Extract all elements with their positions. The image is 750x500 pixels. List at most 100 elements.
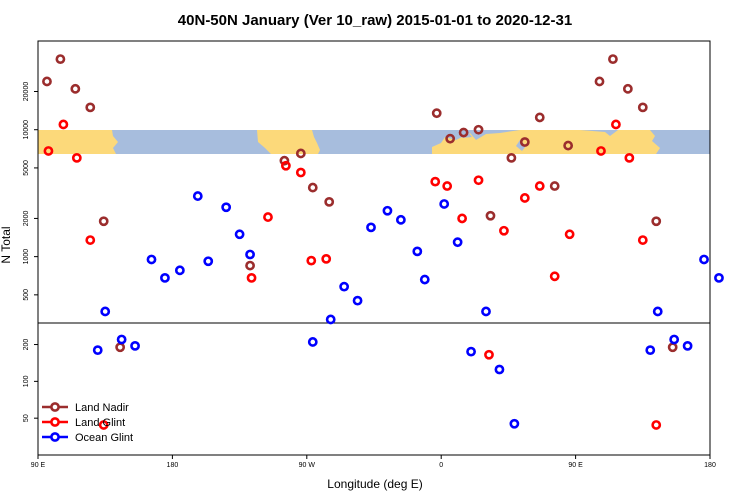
land-glint-legend-label: Land Glint (75, 417, 125, 429)
ocean-glint-point (100, 306, 111, 317)
ocean-glint-legend-marker (50, 432, 60, 442)
ocean-glint-point (352, 295, 363, 306)
land-glint-point (442, 181, 453, 191)
land-glint-point (651, 420, 662, 430)
ocean-glint-point (481, 306, 491, 317)
map-band (38, 130, 710, 154)
land-nadir-point (473, 124, 484, 135)
ocean-glint-point (325, 314, 336, 325)
land-glint-point (321, 253, 332, 264)
land-nadir-point (563, 140, 574, 151)
sea-caspian (516, 140, 526, 151)
y-tick-label: 2000 (23, 211, 30, 227)
ocean-glint-point (395, 214, 406, 225)
x-tick-label: 180 (167, 462, 179, 469)
ocean-glint-point (366, 222, 376, 233)
land-nadir-point (506, 152, 517, 163)
ocean-glint-point (699, 254, 709, 265)
land-glint-point (280, 160, 291, 171)
y-axis: 500 1000 2000 5000 10000 20000 50 100 200 (23, 82, 38, 422)
land-glint-point (499, 225, 509, 236)
land-glint-point (564, 229, 575, 240)
chart-title: 40N-50N January (Ver 10_raw) 2015-01-01 … (178, 12, 572, 29)
ocean-glint-point (203, 256, 214, 267)
land-nadir-point (485, 210, 496, 221)
land-glint-point (43, 146, 54, 156)
land-glint-point (534, 181, 545, 191)
y-tick-label: 10000 (23, 120, 30, 140)
land-nadir-point (637, 102, 648, 113)
ocean-glint-point (419, 274, 430, 285)
ocean-glint-point (494, 364, 505, 375)
land-nadir-point (519, 137, 530, 147)
y-tick-label: 500 (23, 289, 30, 301)
ocean-glint-point (682, 340, 693, 351)
land-nadir-legend-label: Land Nadir (75, 402, 129, 414)
x-tick-label: 90 W (299, 462, 316, 469)
ocean-glint-point (116, 334, 127, 345)
land-glint-point (58, 119, 69, 130)
land-nadir-point (55, 54, 66, 65)
land-nadir-point (42, 76, 52, 87)
ocean-glint-point (466, 346, 476, 357)
y-tick-label: 20000 (23, 82, 30, 102)
land-nadir-point (549, 181, 560, 191)
ocean-glint-legend-label: Ocean Glint (75, 432, 133, 444)
ocean-glint-point (439, 199, 450, 209)
land-nadir-point (445, 133, 456, 144)
land-glint-point (549, 271, 560, 282)
y-tick-label: 200 (23, 339, 30, 351)
x-tick-label: 90 E (31, 462, 46, 469)
ocean-glint-point (669, 334, 680, 345)
land-nadir-point (431, 108, 442, 119)
ocean-glint-point (509, 418, 520, 429)
land-glint-point (98, 420, 109, 430)
ocean-glint-point (382, 205, 393, 216)
ocean-glint-point (174, 265, 185, 276)
ocean-glint-point (92, 345, 103, 356)
land-glint-point (473, 175, 484, 186)
land-glint-point (637, 235, 648, 245)
ocean-glint-point (146, 254, 157, 265)
land-nadir-point (85, 102, 96, 113)
land-glint-point (85, 235, 96, 245)
land-nadir-point (608, 54, 618, 65)
land-glint-point (295, 167, 306, 178)
land-glint-point (457, 213, 468, 224)
land-glint-point (611, 119, 621, 130)
y-tick-label: 100 (23, 375, 30, 387)
ocean-glint-point (245, 249, 255, 260)
x-axis-label: Longitude (deg E) (327, 477, 422, 491)
land-nadir-point (295, 148, 306, 159)
land-glint-point (519, 193, 530, 203)
land-nadir-point (622, 83, 633, 94)
land-north-america (257, 130, 320, 154)
land-nadir-point (98, 216, 109, 227)
ocean-glint-point (339, 281, 350, 292)
ocean-glint-point (645, 345, 656, 356)
land-nadir-point (70, 83, 81, 94)
land-nadir-point (245, 260, 255, 271)
ocean-glint-point (452, 237, 463, 248)
x-tick-label: 180 (704, 462, 716, 469)
y-tick-label: 1000 (23, 249, 30, 265)
land-glint-point (306, 255, 317, 266)
land-nadir-point (667, 342, 678, 353)
ocean-glint-point (412, 246, 423, 257)
land-nadir-point (307, 182, 318, 193)
ocean-glint-point (130, 340, 140, 351)
land-nadir-point (458, 127, 469, 138)
land-asia (38, 130, 118, 154)
y-tick-label: 50 (23, 414, 30, 422)
land-glint-legend-marker (50, 417, 60, 427)
x-axis: 90 E 180 90 W 0 90 E 180 (31, 455, 716, 469)
land-glint-point (71, 152, 82, 163)
land-nadir-point (534, 112, 545, 123)
land-glint-point (596, 146, 606, 156)
y-tick-label: 5000 (23, 160, 30, 176)
ocean-glint-point (307, 337, 318, 347)
x-tick-label: 90 E (568, 462, 583, 469)
ocean-glint-point (160, 272, 170, 283)
land-nadir-legend-marker (50, 402, 60, 412)
